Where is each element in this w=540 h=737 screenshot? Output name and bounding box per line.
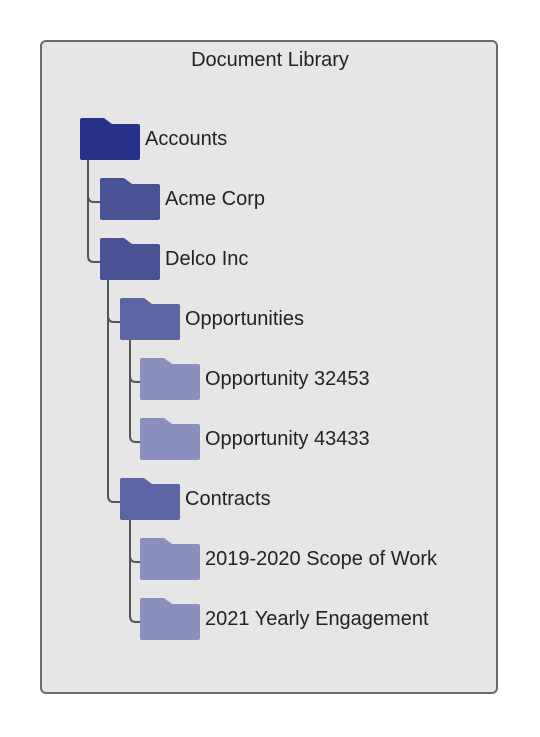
- connector-delco-children: [107, 278, 120, 503]
- tree-node-opportunities[interactable]: Opportunities: [120, 298, 304, 340]
- tree-node-label: Opportunity 43433: [205, 427, 370, 450]
- folder-icon: [140, 358, 200, 400]
- folder-icon: [120, 478, 180, 520]
- folder-icon: [140, 598, 200, 640]
- tree-node-acme-corp[interactable]: Acme Corp: [100, 178, 265, 220]
- tree-node-contracts[interactable]: Contracts: [120, 478, 271, 520]
- folder-icon: [140, 538, 200, 580]
- tree-node-label: Delco Inc: [165, 247, 249, 270]
- folder-icon: [140, 418, 200, 460]
- tree-node-label: Opportunities: [185, 307, 304, 330]
- tree-node-yearly-engagement[interactable]: 2021 Yearly Engagement: [140, 598, 429, 640]
- connector-accounts-children: [87, 158, 100, 263]
- tree-node-label: Accounts: [145, 127, 228, 150]
- tree-node-label: 2019-2020 Scope of Work: [205, 547, 438, 570]
- connector-opportunities-children: [129, 338, 140, 443]
- folder-icon: [120, 298, 180, 340]
- tree-node-label: 2021 Yearly Engagement: [205, 607, 429, 630]
- tree-node-opportunity-32453[interactable]: Opportunity 32453: [140, 358, 370, 400]
- connector-contracts-children: [129, 518, 140, 623]
- folder-icon: [100, 178, 160, 220]
- folder-icon: [100, 238, 160, 280]
- library-title: Document Library: [191, 49, 349, 71]
- tree-node-label: Acme Corp: [165, 187, 266, 210]
- tree-node-label: Contracts: [185, 487, 271, 510]
- tree-node-accounts[interactable]: Accounts: [80, 118, 227, 160]
- folder-icon: [80, 118, 140, 160]
- tree-node-delco-inc[interactable]: Delco Inc: [100, 238, 248, 280]
- tree-node-label: Opportunity 32453: [205, 367, 370, 390]
- tree-node-opportunity-43433[interactable]: Opportunity 43433: [140, 418, 370, 460]
- tree-node-scope-of-work[interactable]: 2019-2020 Scope of Work: [140, 538, 437, 580]
